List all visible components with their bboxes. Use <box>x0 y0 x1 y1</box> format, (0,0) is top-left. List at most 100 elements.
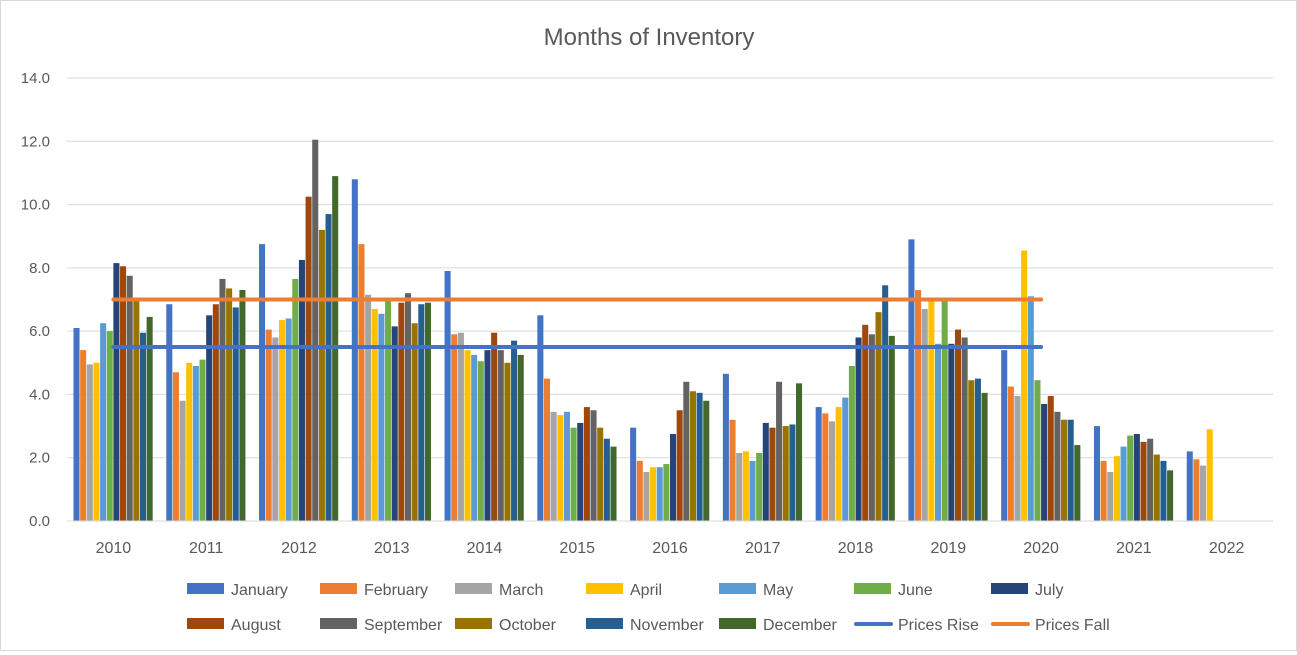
bar-october-2011 <box>226 288 233 521</box>
bar-november-2012 <box>325 214 332 522</box>
bar-october-2010 <box>133 299 140 521</box>
bar-march-2011 <box>179 400 186 521</box>
bar-may-2014 <box>471 354 478 521</box>
bar-november-2017 <box>789 424 796 521</box>
bar-november-2016 <box>696 392 703 521</box>
bar-november-2019 <box>974 378 981 521</box>
bar-march-2010 <box>86 364 93 521</box>
bar-february-2016 <box>636 460 643 521</box>
bar-august-2016 <box>676 410 683 521</box>
x-tick-label: 2017 <box>745 540 781 557</box>
bar-december-2015 <box>610 446 617 521</box>
legend-label: April <box>630 582 662 599</box>
bar-march-2020 <box>1014 396 1021 521</box>
bar-november-2011 <box>232 307 239 521</box>
bar-june-2010 <box>106 331 113 521</box>
reference-lines <box>111 297 1044 349</box>
bar-april-2021 <box>1113 456 1120 521</box>
bar-june-2019 <box>941 299 948 521</box>
bar-july-2015 <box>577 422 584 521</box>
bar-february-2022 <box>1193 459 1200 521</box>
legend-label: Prices Rise <box>898 617 979 634</box>
legend-swatch <box>991 583 1028 594</box>
legend-label: October <box>499 617 557 634</box>
legend-swatch <box>320 618 357 629</box>
bar-march-2015 <box>550 411 557 521</box>
bar-august-2012 <box>305 196 312 522</box>
bar-may-2017 <box>749 460 756 521</box>
bar-april-2010 <box>93 362 100 521</box>
bar-august-2018 <box>862 324 869 521</box>
legend-swatch <box>586 618 623 629</box>
bar-september-2018 <box>868 334 875 521</box>
bar-november-2014 <box>511 340 518 521</box>
bar-july-2020 <box>1041 403 1048 521</box>
bar-march-2019 <box>921 308 928 521</box>
bar-march-2022 <box>1200 465 1207 521</box>
bar-may-2011 <box>192 365 199 521</box>
x-tick-label: 2020 <box>1023 540 1059 557</box>
bar-november-2018 <box>882 285 889 521</box>
legend-swatch <box>719 618 756 629</box>
bar-april-2015 <box>557 414 564 521</box>
bar-march-2016 <box>643 471 650 521</box>
bar-february-2015 <box>543 378 551 521</box>
y-tick-label: 4.0 <box>29 386 50 403</box>
bars <box>73 139 1213 522</box>
bar-may-2012 <box>285 318 292 521</box>
bar-july-2014 <box>484 350 491 521</box>
legend-label: May <box>763 582 793 599</box>
x-tick-label: 2016 <box>652 540 688 557</box>
bar-january-2016 <box>630 427 637 521</box>
legend-label: June <box>898 582 933 599</box>
bar-september-2020 <box>1054 411 1061 521</box>
bar-september-2010 <box>126 275 133 521</box>
bar-december-2018 <box>888 335 895 521</box>
bar-may-2020 <box>1027 296 1034 521</box>
bar-march-2017 <box>736 452 743 521</box>
bar-january-2018 <box>815 407 822 521</box>
bar-november-2013 <box>418 304 425 521</box>
y-tick-label: 8.0 <box>29 260 50 277</box>
bar-december-2019 <box>981 392 988 521</box>
legend-label: November <box>630 617 704 634</box>
bar-october-2018 <box>875 312 882 521</box>
bar-september-2021 <box>1147 438 1154 521</box>
bar-february-2018 <box>822 413 829 521</box>
x-tick-label: 2021 <box>1116 540 1152 557</box>
bar-october-2021 <box>1153 454 1160 521</box>
bar-january-2012 <box>259 244 266 521</box>
bar-april-2018 <box>835 407 842 521</box>
y-tick-label: 10.0 <box>21 197 50 214</box>
bar-february-2010 <box>80 350 87 521</box>
legend-label: February <box>364 582 428 599</box>
bar-april-2016 <box>650 467 657 521</box>
x-tick-label: 2011 <box>189 540 224 557</box>
bar-september-2013 <box>404 293 412 521</box>
bar-april-2019 <box>928 299 935 521</box>
bar-december-2021 <box>1167 470 1174 521</box>
bar-june-2017 <box>756 452 763 521</box>
bar-july-2018 <box>855 337 862 521</box>
x-axis: 2010 2011 2012 2013 2014 2015 2016 2017 2018 2019… <box>67 520 1273 557</box>
bar-january-2021 <box>1093 426 1101 521</box>
bar-january-2013 <box>351 179 358 521</box>
bar-march-2014 <box>457 332 464 521</box>
bar-july-2010 <box>113 263 120 521</box>
bar-april-2012 <box>278 320 286 521</box>
bar-june-2012 <box>292 278 299 521</box>
bar-august-2021 <box>1140 441 1147 521</box>
legend-swatch <box>854 583 891 594</box>
bar-february-2011 <box>172 372 179 521</box>
bar-october-2015 <box>597 427 604 521</box>
bar-january-2017 <box>722 373 729 521</box>
bar-june-2021 <box>1127 435 1134 521</box>
legend-swatch <box>719 583 756 594</box>
legend-label: July <box>1035 582 1063 599</box>
bar-december-2014 <box>517 354 524 521</box>
bar-november-2015 <box>603 438 610 521</box>
bar-february-2020 <box>1007 386 1014 521</box>
bar-october-2020 <box>1061 419 1068 521</box>
legend-swatch <box>455 618 492 629</box>
bar-may-2010 <box>100 323 107 521</box>
